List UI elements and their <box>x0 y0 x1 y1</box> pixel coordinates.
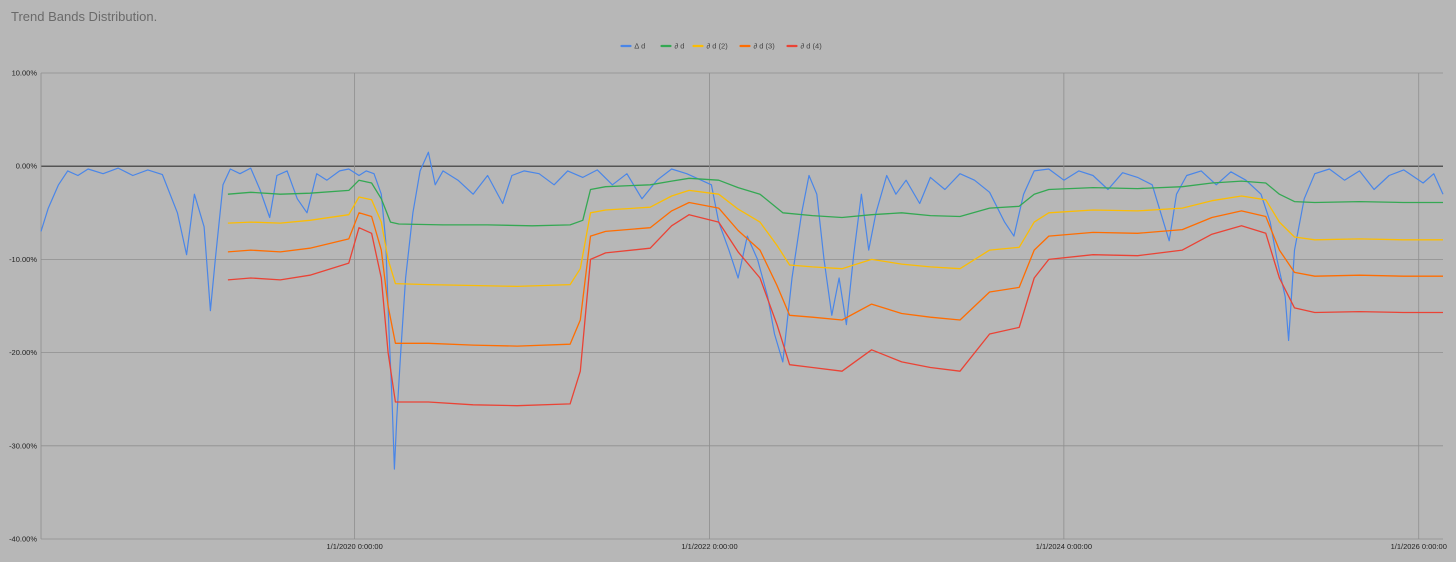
x-tick-label: 1/1/2024 0:00:00 <box>1036 542 1092 551</box>
x-tick-label: 1/1/2026 0:00:00 <box>1391 542 1447 551</box>
legend-entry: ∆ d <box>635 42 646 51</box>
y-tick-label: -40.00% <box>9 535 37 544</box>
legend-entry: ∂ d (3) <box>754 42 776 51</box>
y-tick-label: 10.00% <box>12 69 38 78</box>
series-line-4 <box>227 201 1443 347</box>
y-tick-label: -20.00% <box>9 348 37 357</box>
y-tick-label: -10.00% <box>9 255 37 264</box>
x-tick-label: 1/1/2020 0:00:00 <box>326 542 382 551</box>
grid-lines <box>40 72 1443 540</box>
x-tick-label: 1/1/2022 0:00:00 <box>681 542 737 551</box>
series-line-2 <box>227 177 1443 227</box>
legend-entry: ∂ d (2) <box>707 42 729 51</box>
y-tick-label: -30.00% <box>9 441 37 450</box>
series-line-5 <box>227 214 1443 407</box>
axis-labels: 10.00% 0.00% -10.00% -20.00% -30.00% -40.00% 1… <box>9 69 1447 552</box>
series-line-3 <box>227 189 1443 288</box>
series-lines <box>40 151 1444 470</box>
legend-entry: ∂ d (4) <box>801 42 823 51</box>
chart-title: Trend Bands Distribution. <box>11 9 158 24</box>
legend-entry: ∂ d <box>675 42 685 51</box>
y-tick-label: 0.00% <box>16 162 38 171</box>
series-line-1 <box>40 151 1444 470</box>
legend: ∆ d ∂ d ∂ d (2) ∂ d (3) ∂ d (4) <box>620 42 823 51</box>
